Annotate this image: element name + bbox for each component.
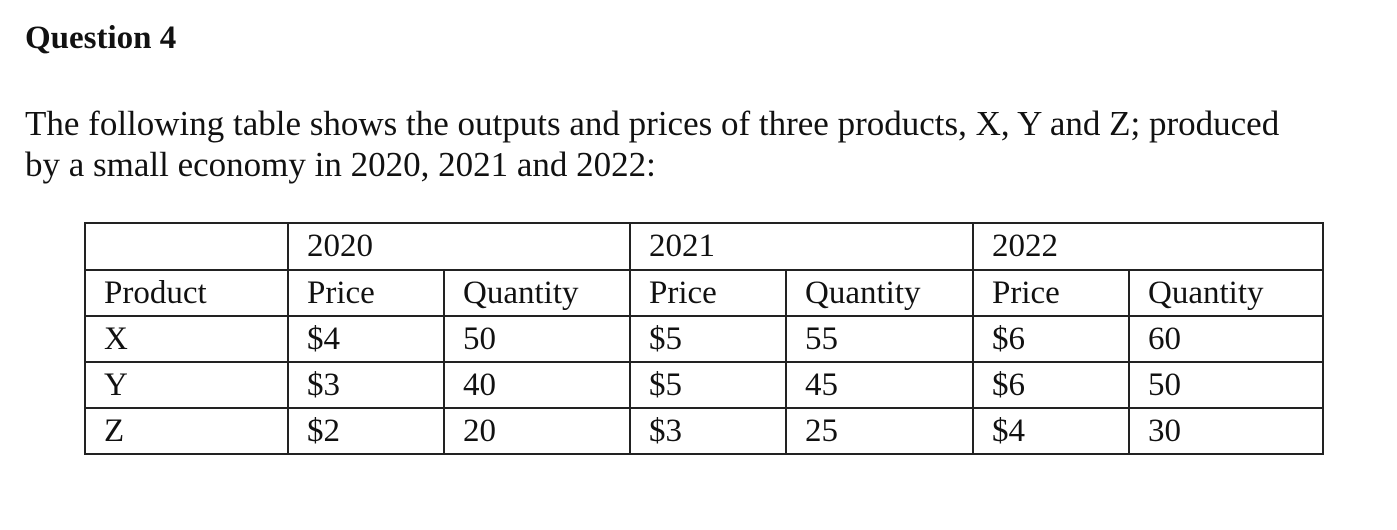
text-line: by a small economy in 2020, 2021 and 202… bbox=[25, 145, 656, 184]
table-cell: $4 bbox=[972, 407, 1130, 455]
table-cell: 45 bbox=[785, 361, 974, 409]
table-cell: $6 bbox=[972, 361, 1130, 409]
column-header: Price bbox=[629, 269, 787, 317]
text-line: The following table shows the outputs an… bbox=[25, 104, 1280, 143]
table-cell: 60 bbox=[1128, 315, 1324, 363]
column-header: Product bbox=[84, 269, 289, 317]
year-header: 2022 bbox=[972, 222, 1324, 271]
table-cell: $5 bbox=[629, 361, 787, 409]
column-header: Price bbox=[972, 269, 1130, 317]
year-header: 2020 bbox=[287, 222, 631, 271]
header-row: Product Price Quantity Price Quantity Price Qu… bbox=[84, 269, 1324, 317]
table-cell: 30 bbox=[1128, 407, 1324, 455]
year-row: 2020 2021 2022 bbox=[84, 222, 1324, 271]
table-cell: Z bbox=[84, 407, 289, 455]
table-cell: $6 bbox=[972, 315, 1130, 363]
empty-cell bbox=[84, 222, 289, 271]
year-header: 2021 bbox=[629, 222, 974, 271]
table-cell: $3 bbox=[287, 361, 445, 409]
table-cell: Y bbox=[84, 361, 289, 409]
table-cell: 25 bbox=[785, 407, 974, 455]
column-header: Quantity bbox=[785, 269, 974, 317]
table-cell: $3 bbox=[629, 407, 787, 455]
table-cell: $2 bbox=[287, 407, 445, 455]
column-header: Price bbox=[287, 269, 445, 317]
data-table: 2020 2021 2022 Product Price Quantity Price Qua… bbox=[84, 222, 1324, 455]
table-cell: $5 bbox=[629, 315, 787, 363]
table-cell: 40 bbox=[443, 361, 631, 409]
column-header: Quantity bbox=[443, 269, 631, 317]
question-title: Question 4 bbox=[25, 20, 177, 56]
table-cell: 20 bbox=[443, 407, 631, 455]
question-text: The following table shows the outputs an… bbox=[25, 103, 1279, 185]
table-cell: 50 bbox=[1128, 361, 1324, 409]
table-cell: 50 bbox=[443, 315, 631, 363]
data-row: Z $2 20 $3 25 $4 30 bbox=[84, 407, 1324, 455]
column-header: Quantity bbox=[1128, 269, 1324, 317]
data-row: Y $3 40 $5 45 $6 50 bbox=[84, 361, 1324, 409]
table-cell: 55 bbox=[785, 315, 974, 363]
table-cell: $4 bbox=[287, 315, 445, 363]
data-row: X $4 50 $5 55 $6 60 bbox=[84, 315, 1324, 363]
table-cell: X bbox=[84, 315, 289, 363]
